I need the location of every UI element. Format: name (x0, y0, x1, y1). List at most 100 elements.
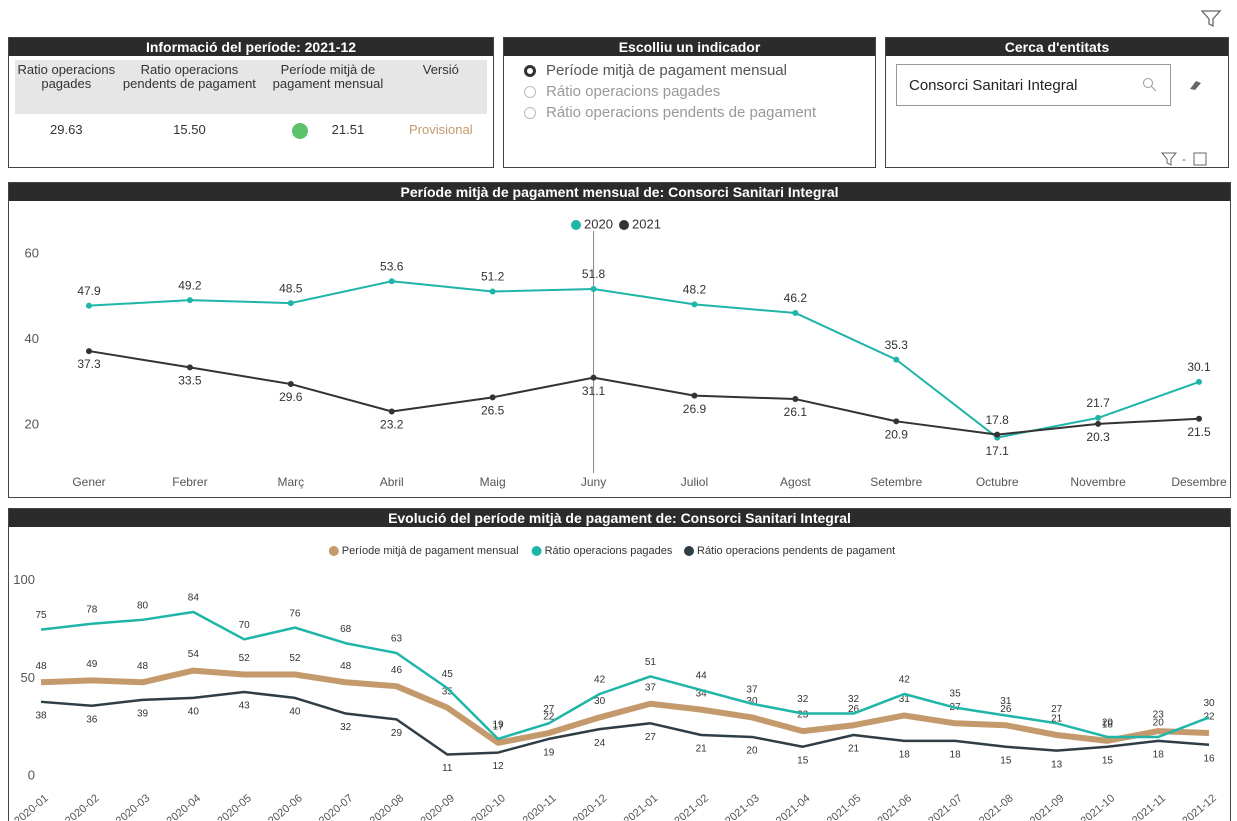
data-label: 18 (950, 749, 962, 760)
radio-option[interactable]: Rátio operacions pendents de pagament (524, 104, 875, 121)
point (186, 297, 193, 304)
svg-text:-: - (1182, 152, 1186, 166)
data-label: 48 (340, 661, 352, 672)
point (1196, 378, 1202, 385)
x-tick-label: 2020-01 (12, 792, 51, 821)
data-label: 53.6 (380, 259, 404, 273)
data-label: 20 (1102, 718, 1114, 729)
data-label: 21.5 (1187, 425, 1211, 439)
chart-title: Evolució del període mitjà de pagament d… (9, 509, 1230, 527)
data-label: 48 (137, 661, 149, 672)
search-panel: Cerca d'entitats Consorci Sanitari Integ… (885, 37, 1229, 168)
data-label: 27 (543, 704, 555, 715)
search-box[interactable]: Consorci Sanitari Integral (896, 64, 1171, 106)
point (287, 381, 294, 388)
point (691, 301, 698, 308)
point (893, 356, 900, 363)
data-label: 78 (86, 604, 98, 615)
data-label: 17 (492, 721, 504, 732)
radio-option[interactable]: Període mitjà de pagament mensual (524, 62, 875, 79)
cell-value: 21.51 (331, 122, 365, 137)
x-tick-label: Juliol (681, 475, 708, 489)
data-label: 84 (188, 593, 200, 604)
cell-value: Provisional (409, 122, 473, 137)
x-tick-label: 2020-12 (571, 792, 610, 821)
panel-title: Escolliu un indicador (504, 38, 875, 56)
legend-swatch (571, 220, 581, 230)
data-label: 35 (442, 686, 454, 697)
x-tick-label: 2020-04 (165, 792, 204, 821)
data-label: 18 (1153, 749, 1165, 760)
x-tick-label: 2020-07 (317, 792, 356, 821)
x-tick-label: 2021-11 (1130, 792, 1168, 821)
data-label: 51.8 (582, 267, 606, 281)
point (287, 300, 294, 307)
data-label: 49 (86, 659, 98, 670)
option-label: Rátio operacions pagades (546, 83, 721, 100)
table-cell: 29.63 (15, 114, 118, 147)
point (792, 309, 799, 316)
data-label: 40 (188, 707, 200, 718)
table-cell: 15.50 (118, 114, 262, 147)
data-label: 75 (35, 610, 47, 621)
x-tick-label: Abril (380, 475, 404, 489)
radio-option[interactable]: Rátio operacions pagades (524, 83, 875, 100)
data-label: 17.1 (986, 444, 1010, 458)
x-tick-label: 2021-09 (1028, 792, 1067, 821)
series-line (40, 690, 1210, 756)
radio (524, 85, 536, 98)
table-header: Període mitjà de pagament mensual (261, 60, 395, 114)
data-label: 19 (492, 720, 504, 731)
chart: 0 50 100 2020-01 2020-02 2020-03 2020-04 2020-0… (12, 545, 1219, 821)
cell-value: 15.50 (173, 122, 206, 137)
x-tick-label: 2021-02 (672, 792, 711, 821)
data-label: 54 (188, 649, 200, 660)
table-cell: 21.51 (261, 114, 394, 147)
data-label: 19 (543, 748, 555, 759)
x-tick-label: Setembre (870, 475, 922, 489)
info-panel: Informació del període: 2021-12 Ratio op… (8, 37, 494, 168)
data-label: 68 (340, 624, 352, 635)
series-line (40, 667, 1210, 746)
x-tick-label: 2021-07 (926, 792, 965, 821)
data-label: 35.3 (885, 338, 909, 352)
table-cell: Provisional (395, 114, 487, 147)
data-label: 20 (746, 746, 758, 757)
series-line (40, 610, 1210, 741)
legend-swatch (531, 546, 542, 556)
x-tick-label: Gener (72, 475, 105, 489)
data-label: 43 (239, 701, 251, 712)
point (893, 418, 900, 425)
data-label: 48.2 (683, 283, 707, 297)
data-label: 15 (797, 755, 809, 766)
visual-icons[interactable]: - (1156, 150, 1226, 168)
y-tick-label: 20 (25, 417, 39, 432)
data-label: 22 (543, 712, 555, 723)
x-tick-label: Desembre (1171, 475, 1227, 489)
x-tick-label: Octubre (976, 475, 1019, 489)
data-label: 23 (797, 710, 809, 721)
x-tick-label: 2021-04 (774, 792, 813, 821)
data-label: 26 (1000, 704, 1012, 715)
data-label: 31.1 (582, 384, 606, 398)
eraser-icon[interactable] (1186, 78, 1206, 92)
data-label: 20.3 (1086, 430, 1110, 444)
legend-swatch (684, 546, 694, 556)
table-header: Ratio operacions pagades (15, 60, 118, 114)
x-tick-label: 2020-08 (368, 792, 407, 821)
x-tick-label: 2021-05 (825, 792, 864, 821)
data-label: 26.9 (683, 402, 707, 416)
status-dot (291, 122, 308, 139)
point (1196, 415, 1202, 422)
data-label: 12 (492, 761, 504, 772)
legend-label: Període mitjà de pagament mensual (342, 545, 519, 557)
filter-icon[interactable] (1200, 8, 1224, 30)
radio (524, 64, 536, 77)
x-tick-label: 2021-12 (1180, 792, 1219, 821)
data-label: 18 (1102, 719, 1114, 730)
x-tick-label: 2020-03 (114, 792, 153, 821)
y-tick-label: 50 (21, 670, 35, 685)
option-label: Període mitjà de pagament mensual (546, 62, 787, 79)
legend-label: 2020 (584, 216, 613, 231)
